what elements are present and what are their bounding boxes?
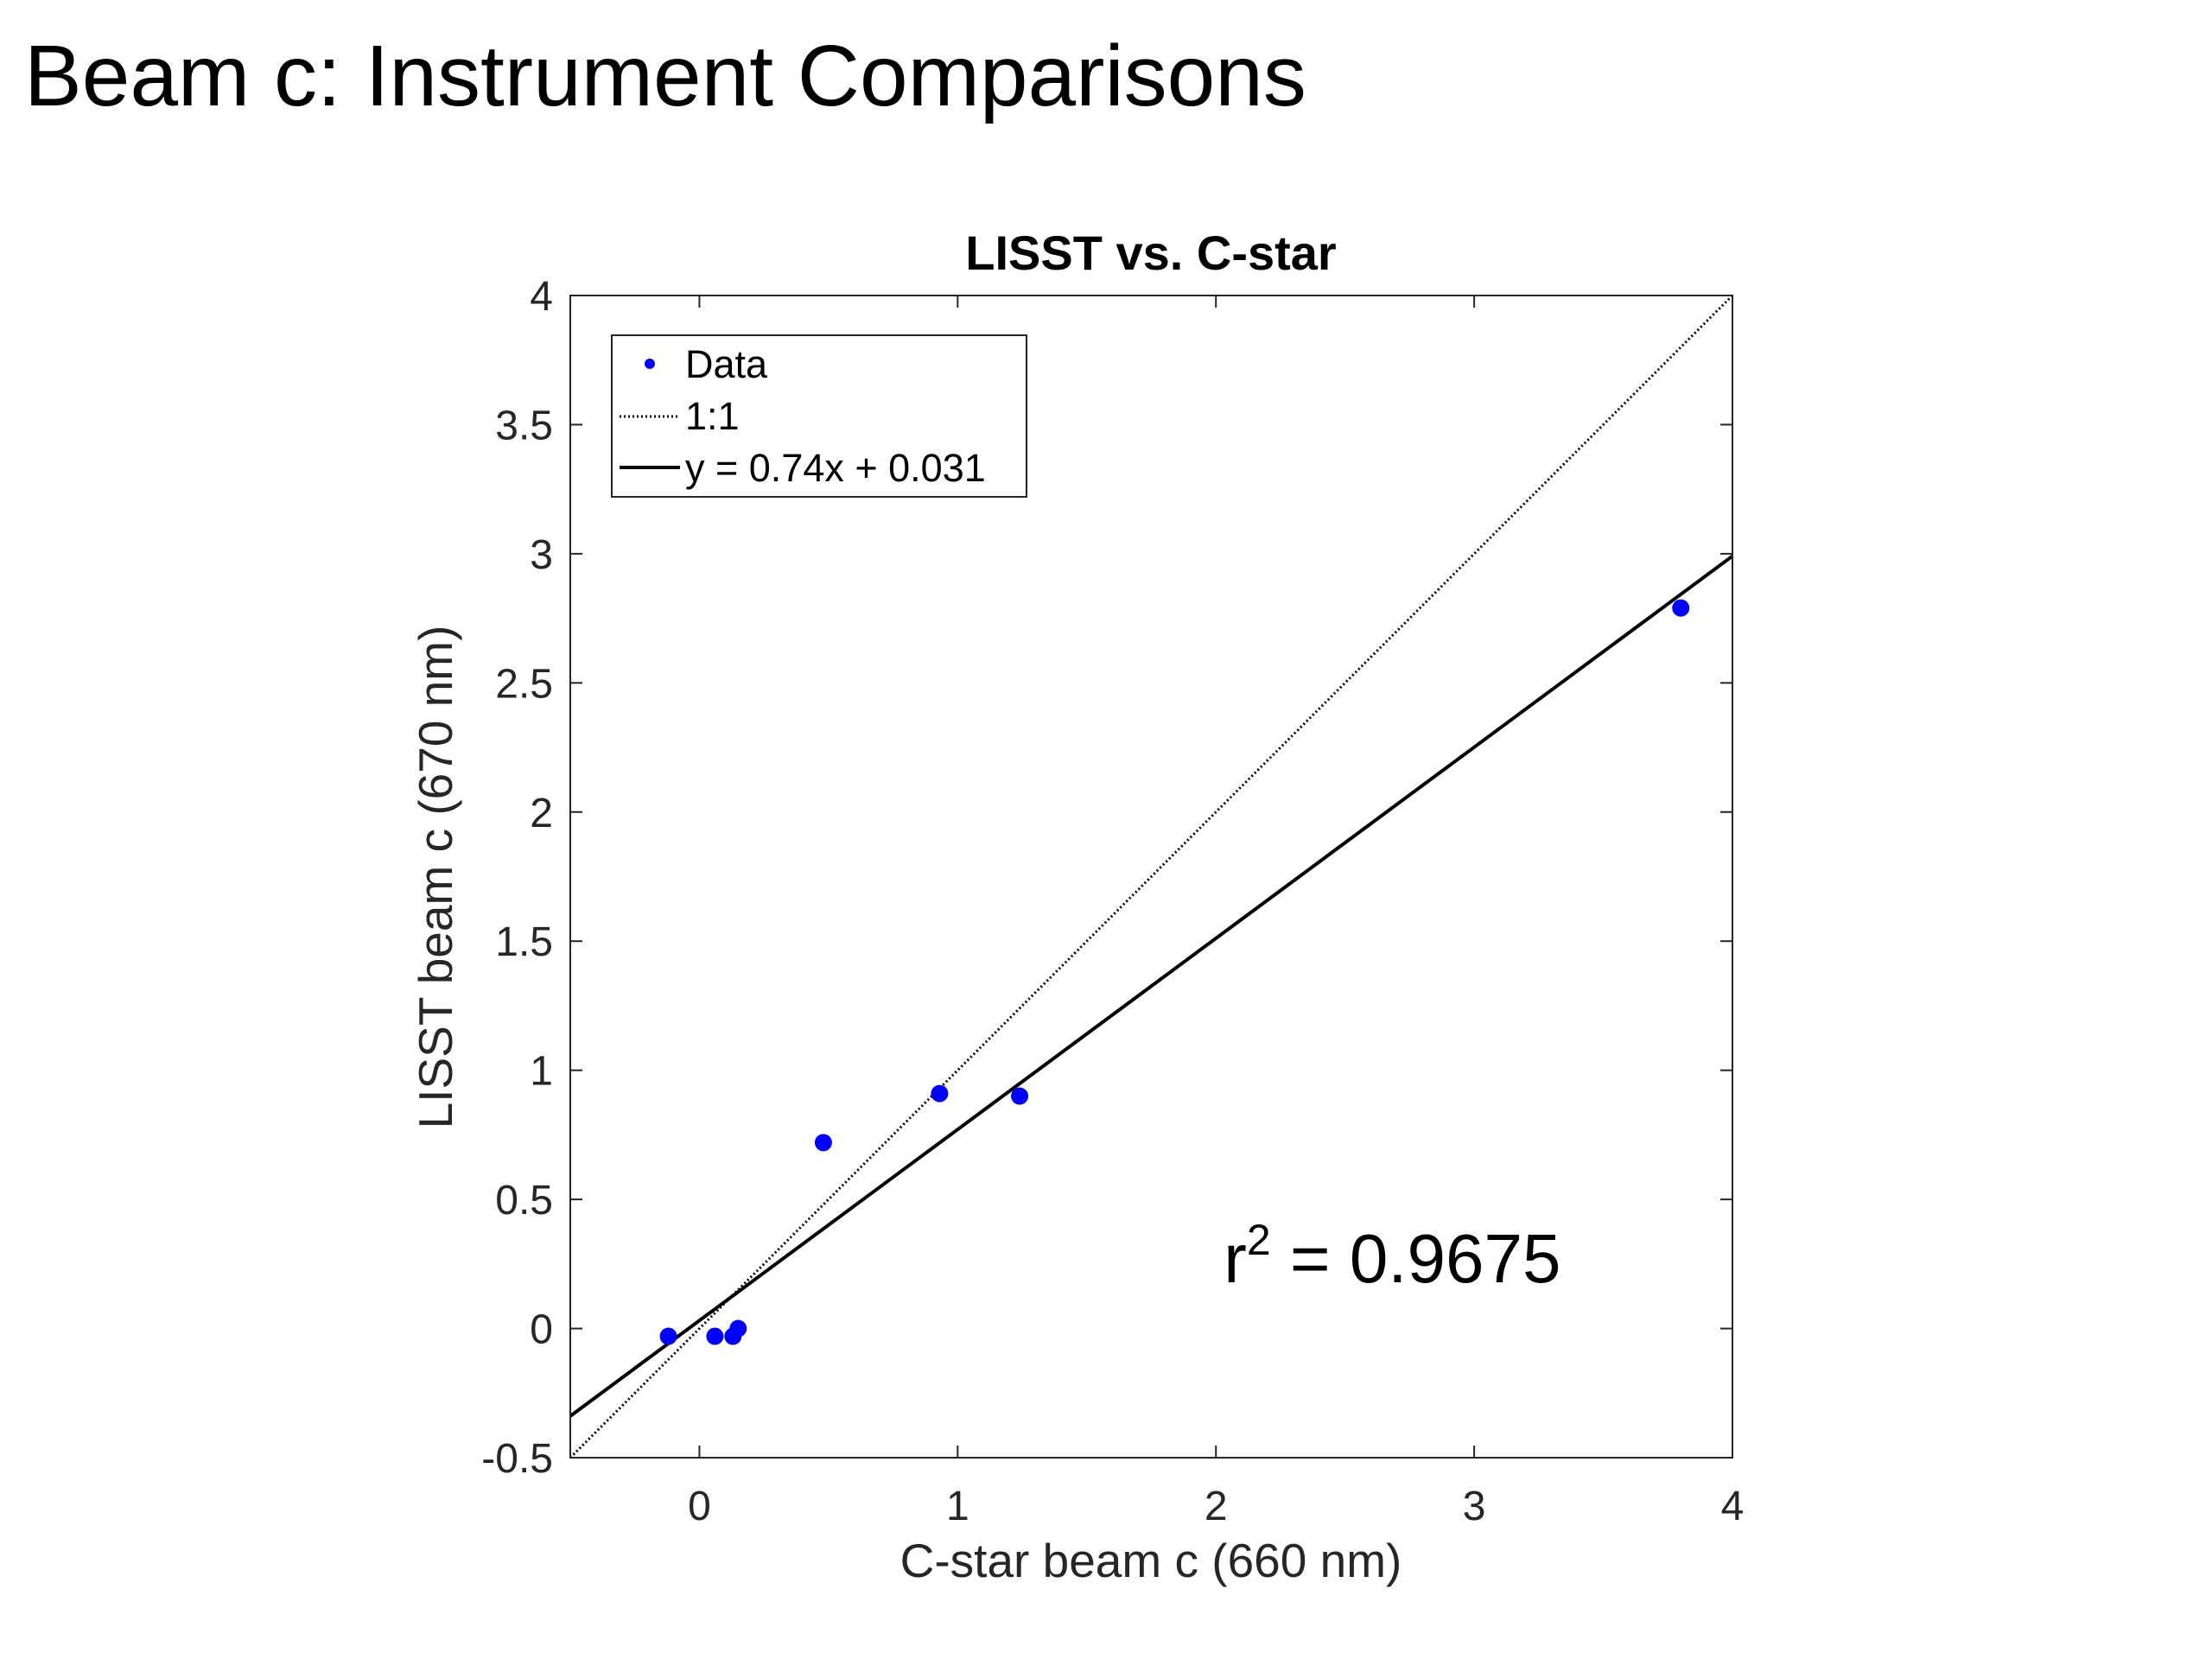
r-squared-exponent: 2: [1247, 1216, 1271, 1264]
x-tick-label: 0: [688, 1484, 711, 1529]
one-to-one-line: [569, 294, 1734, 1459]
slide-title: Beam c: Instrument Comparisons: [24, 28, 1306, 124]
data-point: [1672, 599, 1690, 617]
r-squared-annotation: r2 = 0.9675: [1224, 1216, 1560, 1297]
r-squared-base: r: [1224, 1220, 1247, 1297]
y-tick-labels: -0.5 0 0.5 1 1.5 2 2.5 3 3.5 4: [481, 274, 553, 1482]
y-tick-label: -0.5: [481, 1436, 553, 1482]
y-tick-label: 2: [530, 791, 553, 836]
data-point: [706, 1327, 724, 1345]
x-tick-label: 3: [1463, 1484, 1486, 1529]
y-tick-label: 4: [530, 274, 553, 320]
x-tick-label: 1: [946, 1484, 969, 1529]
y-tick-label: 2.5: [495, 661, 553, 707]
y-tick-label: 0: [530, 1307, 553, 1353]
data-point: [931, 1084, 949, 1103]
fit-line: [569, 554, 1734, 1418]
x-tick-label: 2: [1205, 1484, 1228, 1529]
legend-box: [611, 334, 1027, 498]
data-point: [1011, 1087, 1029, 1105]
chart-title: LISST vs. C-star: [965, 226, 1336, 280]
x-axis-label: C-star beam c (660 nm): [900, 1534, 1402, 1587]
y-tick-label: 3: [530, 532, 553, 578]
y-tick-label: 1: [530, 1049, 553, 1095]
y-tick-label: 3.5: [495, 403, 553, 448]
legend-label-one-to-one: 1:1: [685, 394, 740, 438]
data-point: [659, 1327, 677, 1345]
x-tick-labels: 0 1 2 3 4: [688, 1484, 1744, 1529]
legend-label-data: Data: [685, 342, 768, 386]
data-point: [814, 1134, 832, 1152]
y-tick-label: 1.5: [495, 919, 553, 965]
legend-marker-data: [645, 359, 655, 369]
series-lines: [569, 294, 1734, 1459]
y-axis-label: LISST beam c (670 nm): [409, 626, 462, 1129]
x-tick-label: 4: [1721, 1484, 1745, 1529]
legend-label-fit-line: y = 0.74x + 0.031: [685, 446, 986, 490]
plot-frame: [569, 295, 1733, 1459]
data-points: [659, 599, 1690, 1345]
data-point: [729, 1319, 747, 1338]
r-squared-value: = 0.9675: [1271, 1220, 1561, 1297]
y-tick-label: 0.5: [495, 1178, 553, 1224]
legend: Data 1:1 y = 0.74x + 0.031: [611, 334, 1027, 498]
